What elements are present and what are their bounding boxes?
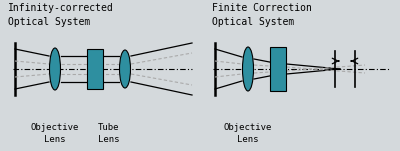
Ellipse shape bbox=[242, 47, 254, 91]
Text: Objective
Lens: Objective Lens bbox=[31, 123, 79, 144]
Text: Tube
Lens: Tube Lens bbox=[98, 123, 120, 144]
Text: Objective
Lens: Objective Lens bbox=[224, 123, 272, 144]
Bar bbox=[87, 49, 103, 89]
Ellipse shape bbox=[120, 50, 130, 88]
Text: Infinity-corrected
Optical System: Infinity-corrected Optical System bbox=[8, 3, 114, 27]
Text: Finite Correction
Optical System: Finite Correction Optical System bbox=[212, 3, 312, 27]
Ellipse shape bbox=[50, 48, 60, 90]
Bar bbox=[270, 47, 286, 91]
